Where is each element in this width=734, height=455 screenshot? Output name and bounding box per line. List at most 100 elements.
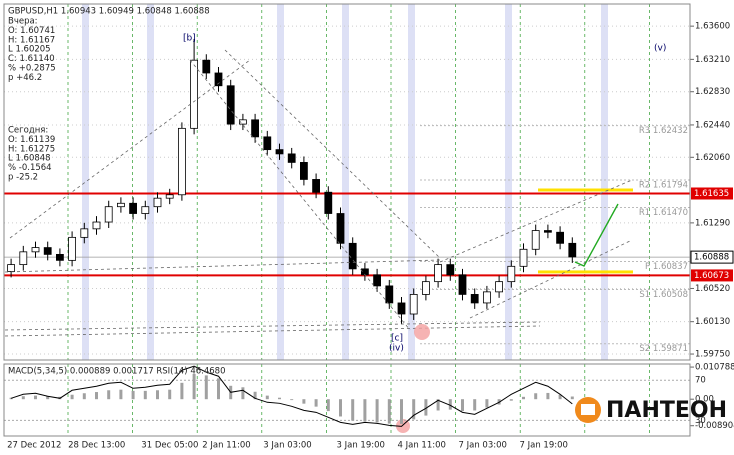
logo-text: ПАНТЕОН bbox=[606, 398, 727, 423]
level-label: 1.61635 bbox=[694, 189, 729, 199]
candle-body bbox=[531, 230, 540, 250]
y-tick-label: 0.00 bbox=[695, 395, 714, 405]
pivot-label: S2 1.59871 bbox=[639, 344, 688, 354]
candle-body bbox=[556, 231, 564, 244]
candle-body bbox=[568, 242, 577, 258]
y2-tick-label: 30 bbox=[695, 416, 706, 426]
x-tick-label: 31 Dec 05:00 bbox=[141, 441, 198, 451]
last-price-tag bbox=[690, 250, 734, 264]
x-tick-label: 3 Jan 03:00 bbox=[263, 441, 311, 451]
y-tick-label: 1.63600 bbox=[695, 22, 730, 32]
indicator-title: MACD(5,34,5) 0.000889 0.001717 RSI(14) 4… bbox=[8, 367, 225, 377]
candle-body bbox=[129, 202, 138, 214]
info-line: L 1.60848 bbox=[8, 154, 51, 164]
pivot-label: R3 1.62432 bbox=[639, 126, 688, 136]
trendline bbox=[224, 49, 441, 259]
y-tick-label: 1.62440 bbox=[695, 120, 730, 130]
trendline bbox=[439, 179, 633, 263]
candle-body bbox=[299, 162, 308, 180]
trendline bbox=[189, 59, 411, 331]
forecast-arrow bbox=[574, 203, 619, 267]
info-line: L 1.60205 bbox=[8, 45, 51, 55]
x-tick-label: 7 Jan 03:00 bbox=[459, 441, 507, 451]
trendline bbox=[9, 59, 251, 239]
indicator-panel bbox=[4, 365, 694, 427]
candle-body bbox=[287, 153, 296, 163]
candle-body bbox=[68, 236, 76, 261]
candle-body bbox=[117, 202, 125, 208]
band bbox=[505, 4, 512, 360]
candle-body bbox=[263, 136, 272, 151]
session-bands bbox=[82, 4, 608, 360]
candle-body bbox=[56, 253, 64, 261]
band bbox=[147, 4, 154, 360]
wave-label: (iv) bbox=[389, 344, 404, 354]
chart-title: GBPUSD,H1 1.60943 1.60949 1.60848 1.6088… bbox=[8, 7, 210, 17]
candle-body bbox=[495, 281, 504, 293]
indicator-frame bbox=[3, 363, 691, 437]
info-line: H: 1.61167 bbox=[8, 35, 55, 45]
y-tick-label: 1.59750 bbox=[695, 350, 730, 360]
candle-body bbox=[238, 119, 247, 125]
pivot-label: S1 1.60508 bbox=[639, 290, 688, 300]
candle-body bbox=[312, 179, 321, 193]
y2-tick-label: 70 bbox=[695, 376, 706, 386]
candle-body bbox=[507, 265, 516, 283]
candle-body bbox=[190, 59, 199, 129]
candle-body bbox=[226, 85, 235, 125]
x-tick-label: 28 Dec 13:00 bbox=[68, 441, 125, 451]
candle-body bbox=[104, 206, 113, 223]
x-tick-label: 7 Jan 19:00 bbox=[520, 441, 568, 451]
info-line: p -25.2 bbox=[8, 173, 38, 183]
price-panel bbox=[4, 25, 694, 355]
info-line: C: 1.61140 bbox=[8, 54, 55, 64]
x-tick-label: 4 Jan 11:00 bbox=[398, 441, 446, 451]
band bbox=[82, 4, 89, 360]
candle-body bbox=[251, 119, 260, 138]
candle-body bbox=[324, 191, 333, 214]
candle-body bbox=[80, 228, 89, 238]
x-tick-label: 27 Dec 2012 bbox=[7, 441, 61, 451]
candle-body bbox=[202, 59, 211, 74]
wave-label: [b] bbox=[183, 34, 196, 44]
candle-body bbox=[385, 285, 394, 304]
logo: ПАНТЕОН bbox=[575, 397, 727, 423]
band bbox=[277, 4, 284, 360]
candle-body bbox=[19, 251, 28, 266]
y-tick-label: -0.008904 bbox=[695, 421, 734, 431]
level-highlight bbox=[538, 270, 633, 274]
candle-body bbox=[470, 294, 479, 304]
wave-label: [c] bbox=[391, 334, 403, 344]
info-line: % -0.1564 bbox=[8, 163, 52, 173]
info-line: Сегодня: bbox=[8, 126, 48, 136]
candle-body bbox=[275, 149, 284, 155]
last-price-label: 1.60888 bbox=[694, 253, 729, 263]
band bbox=[408, 4, 415, 360]
candle-body bbox=[92, 221, 101, 230]
trendline bbox=[4, 259, 441, 273]
wave-label: (v) bbox=[654, 44, 666, 54]
info-line: % +0.2875 bbox=[8, 64, 56, 74]
candle-body bbox=[482, 291, 491, 304]
pivot-label: R2 1.61794 bbox=[639, 180, 688, 190]
band bbox=[342, 4, 349, 360]
y-tick-label: 1.62060 bbox=[695, 153, 730, 163]
info-line: Вчера: bbox=[8, 17, 38, 27]
pivot-label: P 1.60837 bbox=[645, 262, 688, 272]
y-tick-label: 1.61290 bbox=[695, 218, 730, 228]
candle-body bbox=[348, 242, 357, 270]
candle-body bbox=[409, 294, 418, 315]
info-line: O: 1.60741 bbox=[8, 26, 55, 36]
candle-body bbox=[434, 264, 443, 283]
x-tick-label: 2 Jan 11:00 bbox=[202, 441, 250, 451]
candle-body bbox=[446, 264, 455, 276]
y-tick-label: 1.60520 bbox=[695, 284, 730, 294]
y-tick-label: 0.010788 bbox=[695, 363, 734, 373]
trendline bbox=[4, 325, 541, 337]
band bbox=[601, 4, 608, 360]
candle-body bbox=[336, 213, 345, 244]
candle-body bbox=[214, 72, 223, 87]
candle-body bbox=[360, 268, 369, 276]
level-label: 1.60673 bbox=[694, 271, 729, 281]
candle-body bbox=[31, 247, 40, 253]
